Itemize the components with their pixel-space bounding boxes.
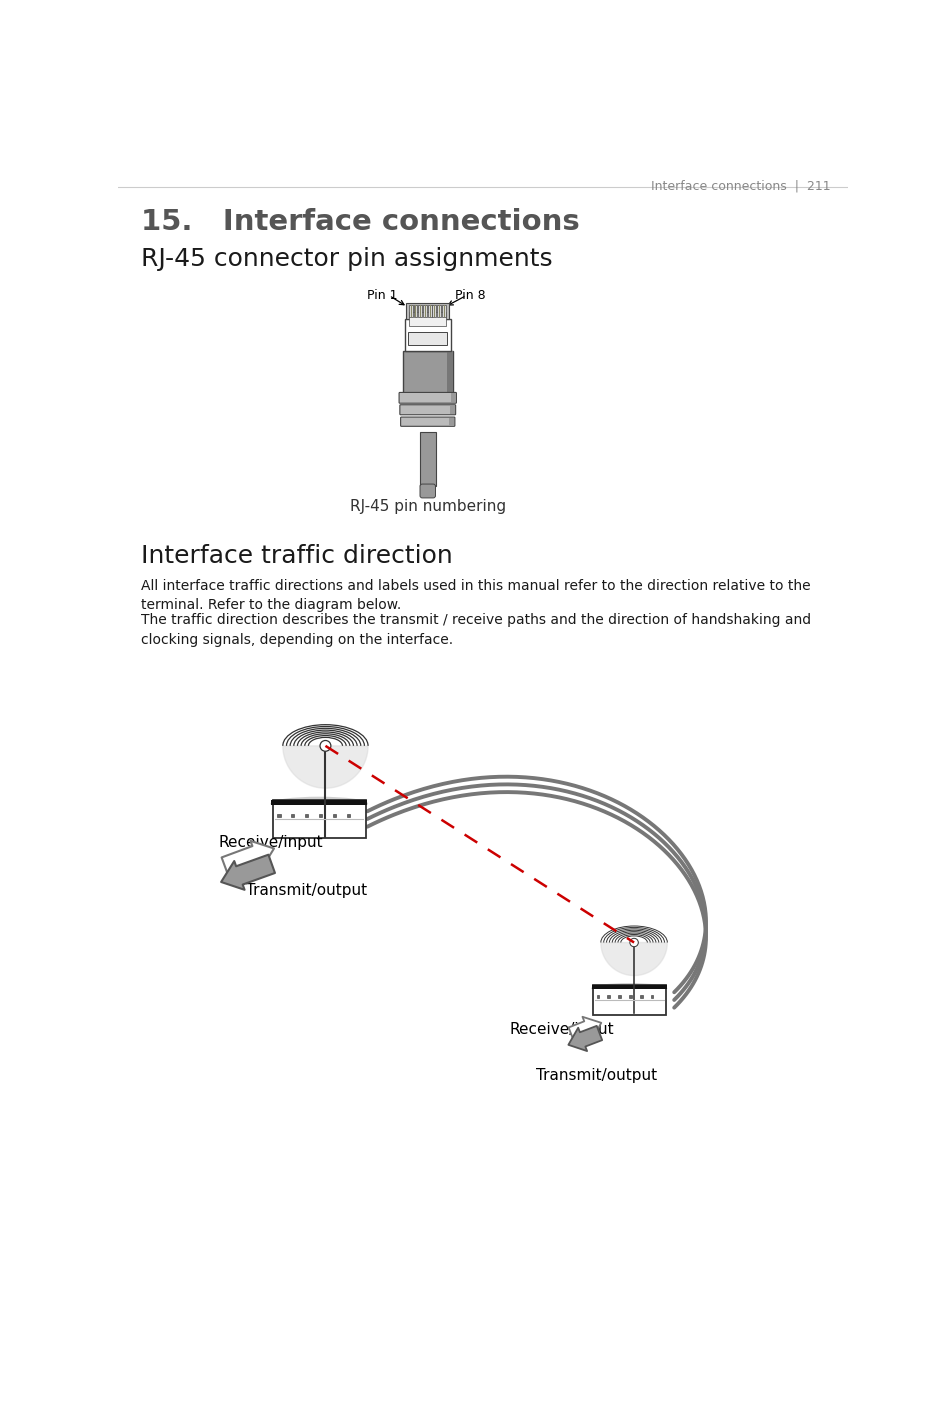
- Bar: [348, 814, 350, 817]
- Ellipse shape: [270, 797, 368, 811]
- Text: RJ-45 connector pin assignments: RJ-45 connector pin assignments: [141, 247, 553, 271]
- Bar: [432, 304, 436, 317]
- Bar: [409, 304, 413, 317]
- Text: Interface traffic direction: Interface traffic direction: [141, 544, 453, 568]
- Bar: [651, 995, 654, 998]
- Bar: [629, 995, 632, 998]
- Bar: [608, 995, 609, 998]
- FancyBboxPatch shape: [399, 393, 457, 403]
- Bar: [596, 995, 599, 998]
- FancyArrowPatch shape: [568, 1026, 602, 1051]
- Text: Pin 8: Pin 8: [455, 289, 486, 302]
- Bar: [277, 814, 281, 817]
- Bar: [593, 985, 665, 1014]
- Bar: [442, 304, 446, 317]
- Bar: [618, 995, 621, 998]
- Bar: [406, 303, 449, 318]
- Text: Receive/input: Receive/input: [509, 1021, 614, 1037]
- Bar: [592, 985, 667, 989]
- Bar: [402, 351, 453, 393]
- Text: Transmit/output: Transmit/output: [246, 882, 366, 898]
- Bar: [437, 304, 441, 317]
- Bar: [305, 814, 308, 817]
- Bar: [319, 814, 322, 817]
- FancyBboxPatch shape: [449, 418, 454, 425]
- Bar: [291, 814, 295, 817]
- FancyBboxPatch shape: [451, 393, 456, 403]
- Bar: [414, 304, 417, 317]
- Text: 15.   Interface connections: 15. Interface connections: [141, 209, 579, 236]
- Text: The traffic direction describes the transmit / receive paths and the direction o: The traffic direction describes the tran…: [141, 613, 811, 647]
- FancyBboxPatch shape: [399, 404, 456, 415]
- FancyArrowPatch shape: [221, 840, 274, 875]
- Text: Transmit/output: Transmit/output: [536, 1068, 658, 1083]
- FancyArrowPatch shape: [569, 1017, 601, 1041]
- Text: Receive/input: Receive/input: [219, 835, 323, 850]
- Bar: [418, 304, 422, 317]
- Text: All interface traffic directions and labels used in this manual refer to the dir: All interface traffic directions and lab…: [141, 579, 811, 612]
- FancyArrowPatch shape: [221, 854, 275, 890]
- Circle shape: [320, 741, 331, 751]
- FancyBboxPatch shape: [404, 318, 451, 351]
- Bar: [333, 814, 336, 817]
- FancyBboxPatch shape: [400, 417, 455, 427]
- Text: Pin 1: Pin 1: [367, 289, 398, 302]
- Bar: [409, 313, 447, 327]
- Bar: [420, 432, 435, 487]
- Polygon shape: [283, 746, 368, 788]
- FancyBboxPatch shape: [450, 405, 455, 414]
- Bar: [423, 304, 427, 317]
- Text: Interface connections  |  211: Interface connections | 211: [651, 180, 831, 192]
- Bar: [428, 304, 431, 317]
- Bar: [447, 351, 453, 393]
- Ellipse shape: [592, 984, 667, 993]
- Bar: [409, 333, 447, 345]
- Polygon shape: [601, 943, 667, 975]
- Bar: [271, 800, 367, 805]
- FancyBboxPatch shape: [420, 484, 435, 498]
- Circle shape: [630, 939, 639, 947]
- Bar: [273, 800, 365, 838]
- Bar: [641, 995, 642, 998]
- Text: RJ-45 pin numbering: RJ-45 pin numbering: [349, 499, 506, 515]
